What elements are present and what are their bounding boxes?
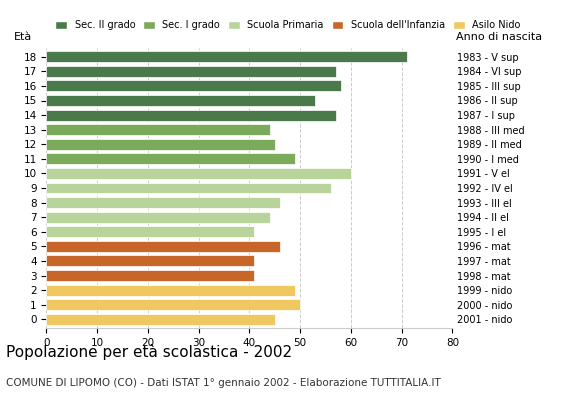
Bar [46, 314, 275, 325]
Bar [46, 66, 336, 77]
Bar [46, 110, 336, 120]
Text: COMUNE DI LIPOMO (CO) - Dati ISTAT 1° gennaio 2002 - Elaborazione TUTTITALIA.IT: COMUNE DI LIPOMO (CO) - Dati ISTAT 1° ge… [6, 378, 441, 388]
Bar [46, 153, 295, 164]
Bar [46, 139, 275, 150]
Bar [46, 241, 280, 252]
Bar [46, 182, 331, 194]
Bar [46, 270, 255, 281]
Bar [46, 95, 316, 106]
Text: Età: Età [14, 32, 32, 42]
Text: Anno di nascita: Anno di nascita [456, 32, 542, 42]
Bar [46, 124, 270, 135]
Bar [46, 226, 255, 237]
Bar [46, 256, 255, 266]
Bar [46, 285, 295, 296]
Bar [46, 212, 270, 223]
Bar [46, 197, 280, 208]
Bar [46, 299, 300, 310]
Text: Popolazione per età scolastica - 2002: Popolazione per età scolastica - 2002 [6, 344, 292, 360]
Bar [46, 51, 407, 62]
Bar [46, 168, 351, 179]
Bar [46, 80, 341, 91]
Legend: Sec. II grado, Sec. I grado, Scuola Primaria, Scuola dell'Infanzia, Asilo Nido: Sec. II grado, Sec. I grado, Scuola Prim… [51, 16, 525, 34]
